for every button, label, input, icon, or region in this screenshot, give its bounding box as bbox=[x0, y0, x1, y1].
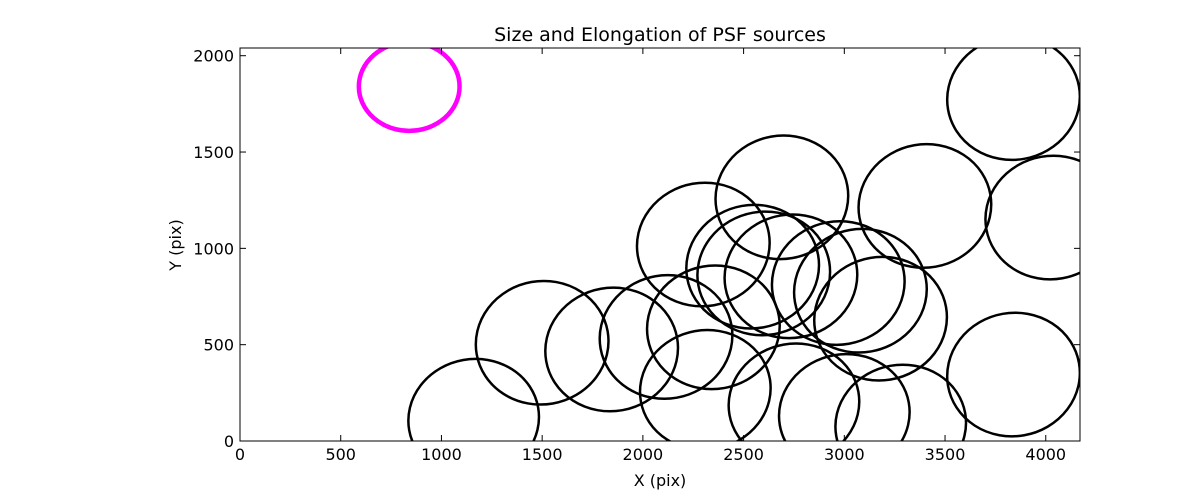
psf-source-ellipse bbox=[792, 227, 929, 354]
y-tick-label: 0 bbox=[224, 432, 234, 451]
x-tick-label: 3000 bbox=[824, 445, 865, 464]
y-axis-ticks: 0 500 1000 1500 2000 bbox=[193, 47, 1080, 451]
x-axis-label: X (pix) bbox=[634, 471, 687, 490]
x-tick-label: 1500 bbox=[522, 445, 563, 464]
y-tick-label: 1500 bbox=[193, 143, 234, 162]
psf-source-ellipse bbox=[723, 213, 859, 340]
reference-ellipse bbox=[356, 48, 462, 134]
psf-source-ellipse bbox=[777, 352, 911, 441]
psf-source-ellipse bbox=[727, 342, 861, 441]
psf-source-ellipse bbox=[638, 328, 772, 441]
chart-title: Size and Elongation of PSF sources bbox=[494, 24, 826, 46]
x-tick-label: 500 bbox=[325, 445, 356, 464]
x-tick-label: 4000 bbox=[1025, 445, 1066, 464]
x-axis-ticks: 0 500 1000 1500 2000 2500 3000 3500 4000 bbox=[235, 48, 1066, 464]
psf-source-ellipse bbox=[834, 363, 968, 441]
psf-source-ellipse bbox=[635, 181, 771, 308]
psf-source-ellipse bbox=[407, 357, 541, 441]
psf-source-ellipse bbox=[984, 154, 1080, 281]
psf-source-ellipse bbox=[812, 255, 949, 382]
x-tick-label: 2500 bbox=[723, 445, 764, 464]
ellipse-layer bbox=[356, 48, 1080, 441]
y-tick-label: 500 bbox=[203, 336, 234, 355]
psf-source-ellipse bbox=[696, 210, 832, 337]
psf-source-ellipse bbox=[685, 203, 821, 330]
x-tick-label: 3500 bbox=[925, 445, 966, 464]
y-tick-label: 2000 bbox=[193, 47, 234, 66]
psf-source-ellipse bbox=[770, 219, 906, 347]
x-tick-label: 0 bbox=[235, 445, 245, 464]
psf-source-ellipse bbox=[945, 48, 1080, 162]
psf-source-ellipse bbox=[714, 134, 850, 261]
y-tick-label: 1000 bbox=[193, 239, 234, 258]
plot-frame bbox=[239, 47, 1081, 442]
y-axis-label: Y (pix) bbox=[166, 219, 185, 271]
psf-source-ellipse bbox=[945, 311, 1080, 438]
psf-source-ellipse bbox=[645, 264, 781, 391]
x-tick-label: 1000 bbox=[421, 445, 462, 464]
psf-source-ellipse bbox=[474, 279, 610, 406]
x-tick-label: 2000 bbox=[623, 445, 664, 464]
